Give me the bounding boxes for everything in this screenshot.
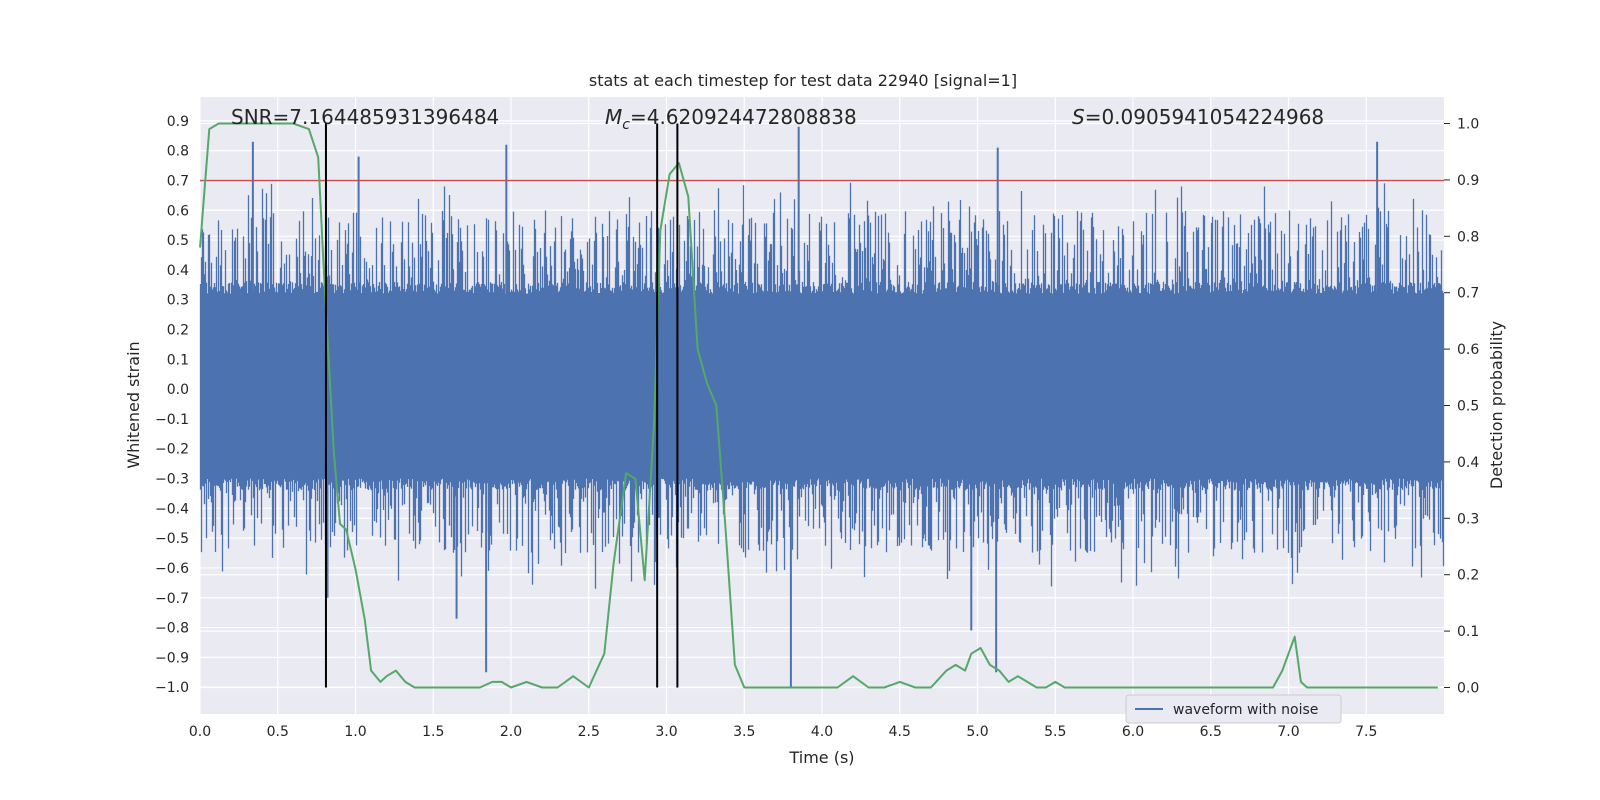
detection-probability-line [199, 122, 1438, 689]
x-axis-label: Time (s) [788, 748, 854, 767]
x-tick-label: 0.0 [189, 724, 211, 740]
chart-title: stats at each timestep for test data 229… [589, 71, 1017, 90]
x-tick-label: 7.5 [1355, 724, 1377, 740]
x-tick-label: 7.0 [1277, 724, 1299, 740]
y-tick-label: −0.4 [155, 501, 189, 517]
right-tick-label: 0.9 [1457, 173, 1479, 189]
y-tick-label: −0.5 [155, 531, 189, 547]
right-tick-label: 1.0 [1457, 117, 1479, 133]
y-tick-label: −1.0 [155, 680, 189, 696]
snr-annotation: SNR=7.164485931396484 [231, 105, 499, 129]
x-tick-label: 4.5 [889, 724, 911, 740]
x-tick-label: 2.5 [578, 724, 600, 740]
mc-value: =4.620924472808838 [630, 105, 857, 129]
x-tick-label: 3.0 [655, 724, 677, 740]
right-tick-label: 0.6 [1457, 342, 1479, 358]
x-tick-label: 1.5 [422, 724, 444, 740]
x-tick-label: 4.0 [811, 724, 833, 740]
y-axis-label: Whitened strain [124, 341, 143, 468]
y-tick-label: 0.8 [167, 144, 189, 160]
y-tick-label: −0.1 [155, 412, 189, 428]
y-tick-label: 0.6 [167, 203, 189, 219]
waveform-core [200, 293, 1444, 479]
right-tick-labels: 1.0 0.9 0.8 0.7 0.6 0.5 0.4 0.3 0.2 0.1 0.0 [1444, 117, 1479, 696]
x-tick-label: 6.0 [1122, 724, 1144, 740]
y-tick-label: 0.5 [167, 233, 189, 249]
y-tick-label: −0.2 [155, 442, 189, 458]
right-axis-label: Detection probability [1487, 321, 1506, 489]
vertical-markers [324, 123, 679, 688]
y-tick-label: 0.9 [167, 114, 189, 130]
y-tick-label: −0.7 [155, 591, 189, 607]
y-tick-label: 0.7 [167, 173, 189, 189]
x-tick-label: 6.5 [1200, 724, 1222, 740]
s-annotation: S=0.0905941054224968 [1072, 105, 1324, 129]
legend-box [1125, 694, 1342, 724]
mc-symbol: M [605, 105, 622, 129]
right-tick-label: 0.2 [1457, 568, 1479, 584]
y-tick-label: 0.2 [167, 322, 189, 338]
y-tick-label: −0.6 [155, 561, 189, 577]
x-tick-labels: 0.0 0.5 1.0 1.5 2.0 2.5 3.0 3.5 4.0 4.5 5.0 5.5 6.0 6… [189, 724, 1378, 740]
x-tick-label: 5.0 [966, 724, 988, 740]
right-tick-label: 0.0 [1457, 680, 1479, 696]
x-tick-label: 3.5 [733, 724, 755, 740]
x-tick-label: 1.0 [344, 724, 366, 740]
y-tick-labels: 0.9 0.8 0.7 0.6 0.5 0.4 0.3 0.2 0.1 0.0 −0.1 −0.2 −0… [155, 114, 189, 696]
right-tick-label: 0.5 [1457, 399, 1479, 415]
y-tick-label: 0.3 [167, 293, 189, 309]
right-tick-label: 0.7 [1457, 286, 1479, 302]
right-tick-label: 0.1 [1457, 624, 1479, 640]
snr-text: SNR=7.164485931396484 [231, 105, 499, 129]
right-tick-label: 0.4 [1457, 455, 1479, 471]
legend-label-waveform: waveform with noise [1173, 702, 1318, 718]
mc-subscript: c [622, 117, 630, 133]
x-tick-label: 0.5 [267, 724, 289, 740]
s-value: =0.0905941054224968 [1085, 105, 1324, 129]
x-tick-label: 2.0 [500, 724, 522, 740]
x-tick-label: 5.5 [1044, 724, 1066, 740]
y-tick-label: 0.0 [167, 382, 189, 398]
legend: waveform with noise [1125, 694, 1342, 724]
detection-probability-series [199, 122, 1438, 689]
y-tick-label: −0.8 [155, 621, 189, 637]
s-symbol: S [1072, 105, 1085, 129]
waveform-series [199, 126, 1445, 688]
y-tick-label: −0.9 [155, 650, 189, 666]
y-tick-label: 0.4 [167, 263, 189, 279]
y-tick-label: −0.3 [155, 472, 189, 488]
right-tick-label: 0.8 [1457, 229, 1479, 245]
right-tick-label: 0.3 [1457, 511, 1479, 527]
chirp-mass-annotation: Mc=4.620924472808838 [605, 105, 857, 133]
y-tick-label: 0.1 [167, 352, 189, 368]
